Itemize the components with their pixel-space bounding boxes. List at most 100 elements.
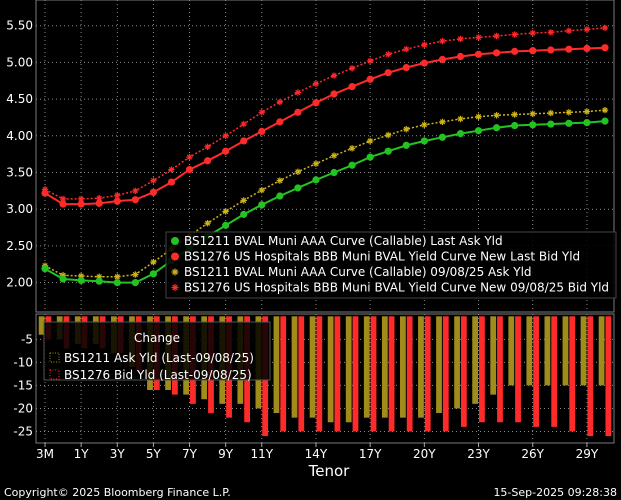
change-bar (424, 316, 431, 432)
change-bar (562, 316, 569, 386)
series-star-marker (171, 284, 179, 291)
series-star-marker (294, 89, 302, 96)
series-dot-marker (258, 127, 266, 136)
change-bar (515, 316, 521, 423)
series-dot-marker (59, 275, 67, 283)
series-star-marker (114, 192, 121, 199)
series-star-marker (403, 126, 410, 133)
series-dot-marker (131, 279, 139, 287)
top-y-tick-label: 3.50 (6, 166, 33, 180)
change-bar (291, 316, 298, 418)
x-tick-label: 3M (36, 447, 54, 461)
x-tick-label: 14Y (305, 447, 328, 461)
series-dot-marker (547, 120, 555, 128)
bottom-y-tick-label: -15 (13, 378, 33, 392)
change-legend: Change BS1211 Ask Yld (Last-09/08/25) BS12… (43, 321, 271, 382)
series-dot-marker (601, 117, 609, 125)
change-bar (605, 316, 612, 437)
legend-entry: BS1211 Ask Yld (Last-09/08/25) (64, 351, 254, 365)
series-dot-marker (203, 157, 212, 165)
series-star-marker (421, 121, 428, 128)
series-star-marker (583, 26, 591, 33)
series-dot-marker (240, 210, 248, 218)
change-bar (418, 316, 424, 418)
change-bar (352, 316, 359, 432)
series-dot-marker (474, 50, 483, 58)
change-bar (363, 316, 370, 418)
change-legend-box (43, 321, 271, 381)
x-tick-label: 3Y (110, 447, 126, 461)
x-tick-label: 17Y (359, 447, 382, 461)
series-dot-marker (366, 75, 374, 83)
change-bar (533, 316, 539, 427)
change-bar (381, 316, 388, 418)
series-dot-marker (77, 276, 85, 285)
bottom-y-tick-label: -5 (21, 332, 33, 346)
series-star-marker (168, 166, 175, 173)
change-bar (569, 316, 576, 432)
x-axis-label: Tenor (308, 462, 351, 480)
x-tick-label: 5Y (146, 447, 162, 461)
series-star-marker (439, 118, 446, 126)
series-star-marker (493, 32, 500, 40)
legend-dot (171, 252, 179, 261)
top-panel-frame (35, 0, 615, 313)
series-dot-marker (402, 63, 410, 72)
series-dot-marker (601, 44, 609, 52)
series-dot-marker (185, 165, 194, 174)
change-bar (38, 316, 45, 335)
series-dot-marker (113, 279, 121, 287)
series-dot-marker (583, 118, 591, 127)
series-dot-marker (294, 184, 302, 192)
series-star-marker (601, 24, 609, 32)
series-dot-marker (59, 200, 67, 208)
series-dot-marker (348, 83, 356, 91)
change-bar (273, 316, 280, 414)
series-dot-marker (529, 47, 537, 55)
series-star-marker (583, 108, 591, 115)
series-star-marker (258, 186, 265, 194)
series-star-marker (330, 152, 338, 159)
series-star-marker (222, 208, 229, 215)
copyright-text: Copyright© 2025 Bloomberg Finance L.P. (4, 486, 231, 499)
x-tick-label: 26Y (521, 447, 544, 461)
series-dot-marker (438, 55, 447, 64)
change-bar (442, 316, 449, 432)
change-bar (508, 316, 515, 386)
change-bar (309, 316, 316, 418)
series-star-marker (348, 65, 356, 72)
change-bar (497, 316, 503, 423)
top-y-tick-label: 5.00 (6, 55, 33, 69)
series-star-marker (171, 268, 179, 276)
change-bar (472, 316, 479, 404)
series-star-marker (330, 72, 338, 79)
change-bar (544, 316, 551, 386)
series-star-marker (385, 131, 392, 139)
series-star-marker (403, 45, 410, 53)
series-dot-marker (511, 121, 519, 130)
series-star-marker (240, 120, 247, 128)
legend-entry: BS1276 US Hospitals BBB Muni BVAL Yield … (184, 250, 580, 264)
legend-swatch (49, 369, 60, 380)
series-star-marker (150, 177, 157, 184)
series-dot-marker (131, 196, 139, 204)
series-star-marker (312, 160, 320, 167)
series-dot-marker (41, 265, 49, 273)
bottom-y-tick-label: -20 (13, 401, 33, 415)
series-star-marker (114, 273, 121, 280)
x-tick-label: 9Y (218, 447, 234, 461)
series-star-marker (366, 137, 374, 145)
change-bar (490, 316, 497, 395)
change-bar (280, 316, 287, 432)
series-dot-marker (492, 124, 501, 132)
series-dot-marker (402, 141, 410, 149)
series-dot-marker (95, 277, 103, 285)
series-star-marker (258, 109, 265, 116)
series-star-marker (348, 145, 356, 152)
top-y-tick-label: 4.00 (6, 129, 33, 143)
series-star-marker (547, 109, 554, 117)
series-star-marker (439, 37, 446, 45)
change-bar (479, 316, 485, 423)
series-dot-marker (330, 90, 338, 98)
